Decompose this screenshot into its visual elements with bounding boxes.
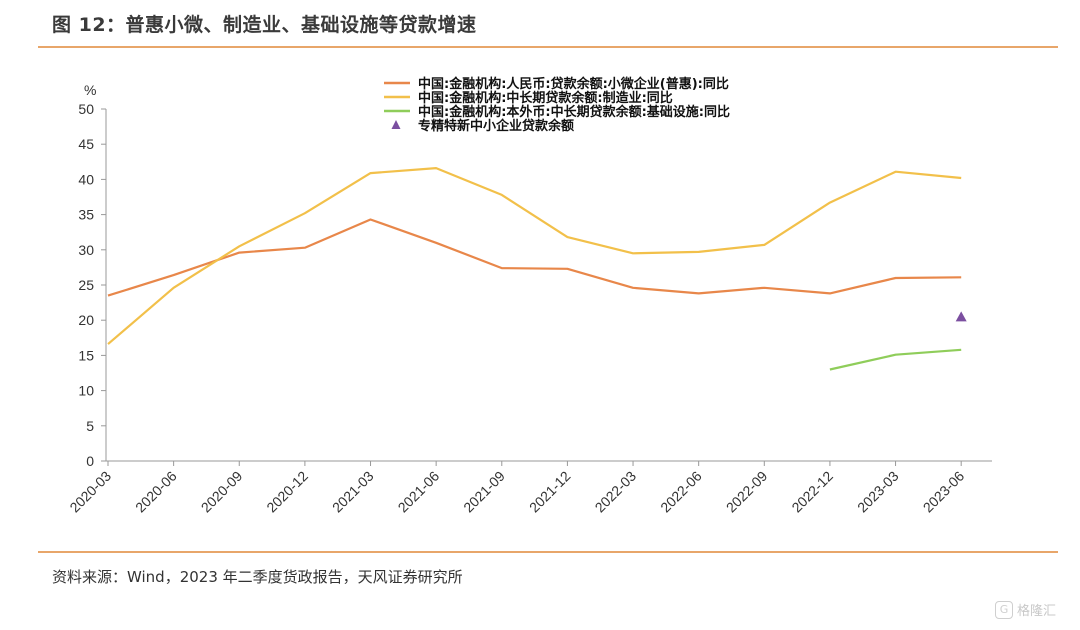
- x-tick-label: 2023-03: [854, 468, 902, 516]
- legend-marker-3: [391, 120, 401, 129]
- x-tick-label: 2020-12: [263, 468, 311, 516]
- y-tick-label: 30: [78, 242, 94, 258]
- watermark-text: 格隆汇: [1016, 604, 1056, 619]
- x-tick-label: 2022-03: [592, 468, 640, 516]
- source-note: 资料来源：Wind，2023 年二季度货政报告，天风证券研究所: [52, 568, 463, 586]
- x-tick-label: 2023-06: [920, 468, 968, 516]
- y-tick-label: 20: [78, 312, 94, 328]
- series-3-point: [955, 311, 967, 322]
- x-tick-label: 2021-03: [329, 468, 377, 516]
- x-tick-label: 2022-06: [657, 468, 705, 516]
- legend-label-2: 中国:金融机构:本外币:中长期贷款余额:基础设施:同比: [418, 104, 730, 120]
- bottom-rule: [38, 551, 1058, 553]
- legend-label-1: 中国:金融机构:中长期贷款余额:制造业:同比: [418, 90, 673, 106]
- y-axis-unit: %: [84, 82, 96, 98]
- x-tick-label: 2022-12: [788, 468, 836, 516]
- x-tick-label: 2022-09: [723, 468, 771, 516]
- y-tick-label: 15: [78, 347, 94, 363]
- y-tick-label: 25: [78, 277, 94, 293]
- y-tick-label: 10: [78, 383, 94, 399]
- watermark-icon: G: [994, 600, 1013, 619]
- y-tick-label: 0: [86, 453, 94, 469]
- x-tick-label: 2021-06: [395, 468, 443, 516]
- series-1-line: [107, 167, 962, 345]
- y-tick-label: 40: [78, 171, 94, 187]
- y-tick-label: 45: [78, 136, 94, 152]
- x-tick-label: 2020-06: [132, 468, 180, 516]
- x-tick-label: 2020-09: [198, 468, 246, 516]
- watermark: G 格隆汇: [994, 600, 1056, 619]
- legend-label-0: 中国:金融机构:人民币:贷款余额:小微企业(普惠):同比: [418, 76, 729, 92]
- series-0-line: [107, 218, 962, 297]
- x-tick-label: 2020-03: [66, 468, 114, 516]
- y-tick-label: 5: [86, 418, 94, 434]
- top-rule: [38, 46, 1058, 48]
- figure-title: 图 12：普惠小微、制造业、基础设施等贷款增速: [52, 14, 477, 36]
- y-tick-label: 50: [78, 101, 94, 117]
- x-tick-label: 2021-12: [526, 468, 574, 516]
- x-tick-label: 2021-09: [460, 468, 508, 516]
- series-2-line: [829, 348, 962, 371]
- y-tick-label: 35: [78, 207, 94, 223]
- legend-label-3: 专精特新中小企业贷款余额: [418, 118, 574, 134]
- loan-growth-chart: 0 5 10 15 20 25 30 35 40 45 50% 2020-03 2020-06 2020-…: [66, 76, 992, 516]
